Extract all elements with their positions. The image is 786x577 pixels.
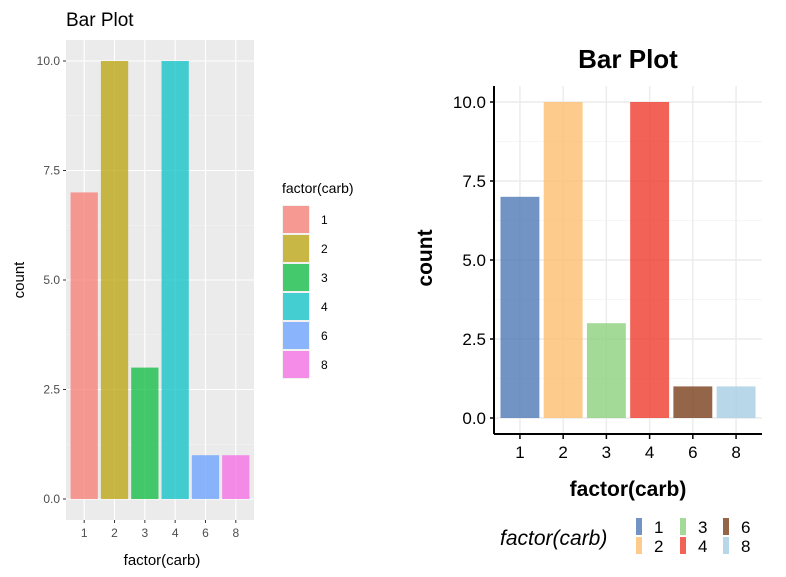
left-legend: factor(carb) 1 2 3 4 6 8 xyxy=(282,180,354,379)
left-legend-label: 4 xyxy=(321,300,328,314)
left-x-tick-label: 1 xyxy=(81,526,88,540)
left-legend-swatch xyxy=(283,206,309,233)
left-bar xyxy=(161,61,189,499)
right-x-tick-label: 6 xyxy=(688,443,697,462)
right-bar xyxy=(500,196,540,418)
right-y-axis-label: count xyxy=(414,229,437,286)
left-legend-swatch xyxy=(283,351,309,378)
right-x-tick-label: 1 xyxy=(515,443,524,462)
left-y-axis: 0.0 2.5 5.0 7.5 10.0 xyxy=(37,54,66,506)
right-legend-label: 4 xyxy=(698,537,707,556)
right-x-tick-label: 3 xyxy=(602,443,611,462)
left-legend-label: 3 xyxy=(321,271,328,285)
right-x-tick-label: 8 xyxy=(731,443,740,462)
left-bar xyxy=(191,455,220,499)
left-x-tick-label: 3 xyxy=(141,526,148,540)
left-y-tick-label: 0.0 xyxy=(43,492,60,506)
right-y-tick-label: 0.0 xyxy=(462,409,486,428)
left-x-tick-label: 6 xyxy=(202,526,209,540)
right-bar xyxy=(673,386,713,418)
left-legend-swatch xyxy=(283,235,309,262)
left-y-tick-label: 2.5 xyxy=(43,383,60,397)
left-legend-title: factor(carb) xyxy=(282,180,354,196)
left-legend-label: 8 xyxy=(321,358,328,372)
right-legend-title: factor(carb) xyxy=(500,527,607,550)
right-y-tick-label: 2.5 xyxy=(462,330,486,349)
right-legend-swatch xyxy=(636,518,642,535)
right-legend-swatch xyxy=(680,537,686,554)
right-legend-swatch xyxy=(723,518,729,535)
left-bar xyxy=(131,367,159,499)
right-y-tick-label: 5.0 xyxy=(462,251,486,270)
right-legend-swatch xyxy=(680,518,686,535)
right-chart-title: Bar Plot xyxy=(578,44,678,74)
left-legend-label: 2 xyxy=(321,242,328,256)
right-x-axis: 1 2 3 4 6 8 xyxy=(515,434,741,462)
left-chart: Bar Plot 0.0 2.5 5.0 7.5 10.0 1 2 3 4 6 8 factor(… xyxy=(11,10,354,569)
left-bar xyxy=(100,61,129,499)
right-bar xyxy=(630,102,670,418)
left-y-axis-label: count xyxy=(11,261,28,299)
left-y-tick-label: 7.5 xyxy=(43,164,60,178)
right-legend-label: 3 xyxy=(698,518,707,537)
left-y-tick-label: 5.0 xyxy=(43,273,60,287)
left-x-tick-label: 8 xyxy=(232,526,239,540)
right-y-axis: 0.0 2.5 5.0 7.5 10.0 xyxy=(453,93,494,428)
left-x-tick-label: 4 xyxy=(172,526,179,540)
left-legend-swatch xyxy=(283,322,309,349)
right-bar xyxy=(716,386,756,418)
left-bars xyxy=(70,61,250,499)
right-legend-label: 2 xyxy=(654,537,663,556)
right-legend-label: 1 xyxy=(654,518,663,537)
right-x-tick-label: 4 xyxy=(645,443,654,462)
right-bars xyxy=(500,102,756,418)
left-bar xyxy=(222,455,250,499)
left-chart-title: Bar Plot xyxy=(66,10,134,31)
right-x-tick-label: 2 xyxy=(558,443,567,462)
right-legend-label: 6 xyxy=(741,518,750,537)
left-legend-swatch xyxy=(283,293,309,320)
right-legend-swatch xyxy=(636,537,642,554)
right-x-axis-label: factor(carb) xyxy=(570,478,687,501)
right-y-tick-label: 7.5 xyxy=(462,172,486,191)
left-x-axis-label: factor(carb) xyxy=(124,552,201,569)
left-bar xyxy=(70,192,98,499)
left-legend-label: 6 xyxy=(321,329,328,343)
left-legend-swatch xyxy=(283,264,309,291)
right-bar xyxy=(586,323,626,418)
right-legend-swatch xyxy=(723,537,729,554)
right-bar xyxy=(543,102,583,418)
left-x-axis: 1 2 3 4 6 8 xyxy=(81,520,239,540)
right-y-tick-label: 10.0 xyxy=(453,93,486,112)
right-legend-label: 8 xyxy=(741,537,750,556)
left-y-tick-label: 10.0 xyxy=(37,54,61,68)
right-legend: factor(carb) 12 34 68 xyxy=(500,518,750,556)
left-legend-label: 1 xyxy=(321,213,328,227)
left-x-tick-label: 2 xyxy=(111,526,118,540)
